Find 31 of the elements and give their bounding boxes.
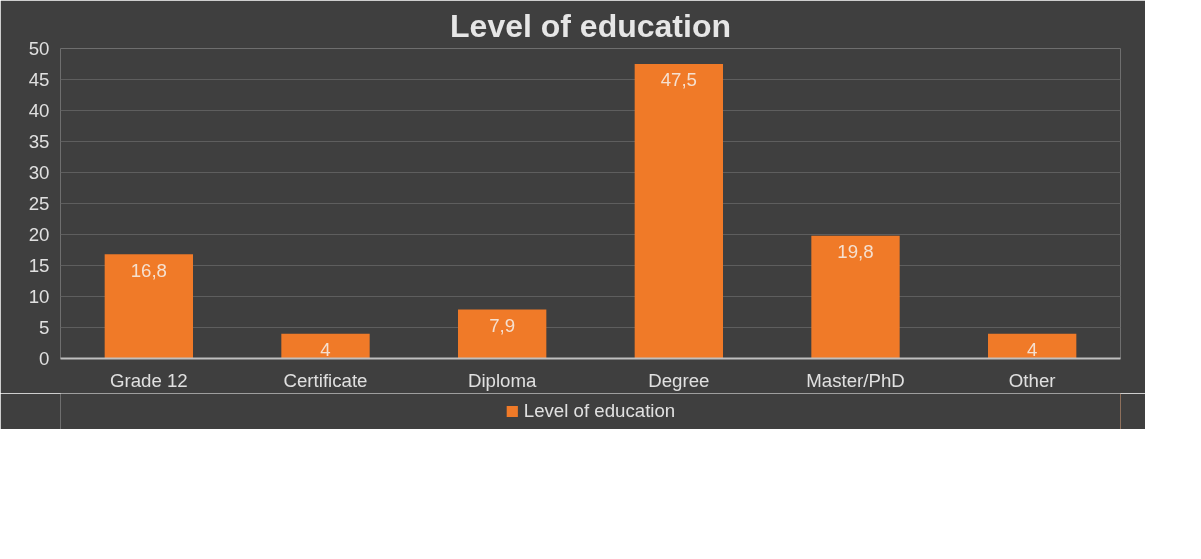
bar: [281, 333, 370, 359]
legend-label: Level of education: [523, 400, 676, 422]
y-tick-label: 45: [28, 69, 50, 90]
x-tick-label: Master/PhD: [806, 369, 905, 391]
bar: [811, 235, 900, 359]
x-tick-label: Diploma: [467, 369, 538, 391]
y-tick-label: 15: [28, 255, 50, 276]
bar: [458, 309, 547, 359]
x-tick-label: Degree: [648, 369, 710, 391]
x-tick-label: Other: [1008, 369, 1056, 391]
x-tick-label: Certificate: [283, 369, 368, 391]
data-label: 4: [1026, 339, 1038, 360]
data-label: 7,9: [489, 314, 516, 336]
y-tick-label: 10: [28, 286, 50, 307]
bar: [988, 333, 1077, 359]
y-tick-label: 30: [28, 162, 50, 183]
y-tick-label: 35: [28, 131, 50, 152]
data-label: 4: [320, 339, 331, 360]
chart-title: Level of education: [450, 7, 731, 44]
y-tick-label: 40: [28, 100, 50, 121]
y-tick-label: 5: [39, 317, 50, 338]
x-tick-label: Grade 12: [109, 369, 188, 391]
y-tick-label: 20: [28, 224, 50, 245]
y-tick-label: 25: [28, 193, 50, 214]
y-tick-label: 0: [39, 348, 50, 369]
data-label: 16,8: [130, 259, 167, 281]
data-label: 47,5: [660, 69, 697, 91]
bar: [634, 64, 723, 359]
data-label: 19,8: [837, 241, 874, 263]
y-tick-label: 50: [28, 38, 50, 59]
bar: [104, 254, 193, 359]
